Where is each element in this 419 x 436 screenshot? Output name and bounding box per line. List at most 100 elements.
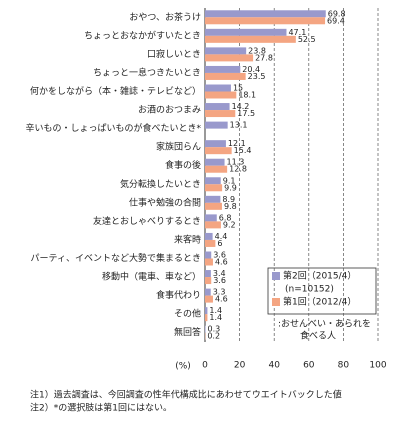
y-tick-label: 何かをしながら（本・雑誌・テレビなど） <box>30 85 201 97</box>
value-label: 9.2 <box>223 220 236 229</box>
bar <box>205 277 212 285</box>
x-tick-label: 0 <box>202 361 208 371</box>
value-label: 13.1 <box>230 121 248 130</box>
bar <box>205 270 211 278</box>
value-label: 3.6 <box>213 251 226 260</box>
legend-box <box>267 267 377 315</box>
bar <box>205 140 226 148</box>
bar <box>205 184 223 192</box>
y-tick-label: ちょっとおなかがすいたとき <box>84 29 201 41</box>
bar <box>205 202 222 210</box>
bar <box>205 221 221 229</box>
y-tick-label: 気分転換したいとき <box>120 178 201 190</box>
y-tick-label: 友達とおしゃべりするとき <box>93 215 201 227</box>
bar <box>205 307 208 315</box>
x-tick-label: 80 <box>338 361 350 371</box>
value-label: 18.1 <box>238 91 256 100</box>
bar <box>205 103 230 111</box>
bar <box>205 195 221 203</box>
value-label: 11.3 <box>227 158 245 167</box>
bar <box>205 54 254 62</box>
value-label: 4.6 <box>215 258 228 267</box>
value-label: 6 <box>217 239 222 248</box>
value-label: 6.8 <box>219 213 232 222</box>
bar <box>205 177 221 185</box>
bar <box>205 158 225 166</box>
value-label: 8.9 <box>222 195 235 204</box>
bar <box>205 65 241 73</box>
value-label: 4.6 <box>215 295 228 304</box>
x-axis-label: (%) <box>175 362 191 372</box>
value-label: 15.4 <box>234 146 252 155</box>
legend-note: (n=10152) <box>285 285 334 295</box>
bar <box>205 295 213 303</box>
bar <box>205 47 247 55</box>
y-tick-label: 仕事や勉強の合間 <box>129 196 201 208</box>
value-label: 12.1 <box>228 139 246 148</box>
bar <box>205 239 216 247</box>
footnote: 注2）*の選択肢は第1回にはない。 <box>30 402 172 414</box>
y-tick-label: 辛いもの・しょっぱいものが食べたいとき* <box>25 122 201 134</box>
bar <box>205 91 237 99</box>
value-label: 0.3 <box>208 325 221 334</box>
value-label: 27.8 <box>255 53 273 62</box>
y-tick-label: お酒のおつまみ <box>138 105 201 116</box>
value-label: 3.4 <box>213 269 226 278</box>
x-tick-label: 20 <box>234 361 246 371</box>
bar <box>205 72 246 80</box>
x-tick-label: 60 <box>303 361 315 371</box>
value-label: 52.5 <box>298 35 316 44</box>
y-tick-label: 口寂しいとき <box>147 48 201 60</box>
value-label: 4.4 <box>215 232 228 241</box>
value-label: 1.4 <box>209 313 222 322</box>
value-label: 3.6 <box>213 276 226 285</box>
value-label: 20.4 <box>242 65 260 74</box>
value-label: 9.8 <box>224 202 237 211</box>
value-label: 69.4 <box>327 16 345 25</box>
value-label: 15 <box>233 84 243 93</box>
y-tick-label: 移動中（電車、車など） <box>102 271 201 283</box>
value-label: 17.5 <box>237 109 255 118</box>
legend-swatch <box>272 298 280 306</box>
bar <box>205 258 213 266</box>
bar <box>205 232 213 240</box>
y-tick-label: 来客時 <box>174 233 201 245</box>
legend-label: 第2回（2015/4） <box>283 270 356 282</box>
bar <box>205 251 212 259</box>
y-tick-label: おやつ、お茶うけ <box>129 11 201 23</box>
y-tick-label: ちょっと一息つきたいとき <box>93 66 201 78</box>
value-label: 3.3 <box>213 288 226 297</box>
y-tick-label: 家族団らん <box>156 141 201 153</box>
x-tick-label: 40 <box>268 361 280 371</box>
bar <box>205 165 228 173</box>
value-label: 12.8 <box>229 165 247 174</box>
value-label: 23.8 <box>248 46 266 55</box>
y-tick-label: 無回答 <box>174 326 201 338</box>
value-label: 23.5 <box>248 72 266 81</box>
footnote: 注1）過去調査は、今回調査の性年代構成比にあわせてウエイトバックした値 <box>30 389 342 401</box>
bar <box>205 84 231 92</box>
annotation: 食べる人 <box>300 330 336 342</box>
value-label: 69.8 <box>328 9 346 18</box>
y-tick-label: パーティ、イベントなど大勢で集まるとき <box>31 252 201 264</box>
legend-swatch <box>272 272 280 280</box>
bar <box>205 214 217 222</box>
y-tick-label: 食事代わり <box>156 289 201 301</box>
bar <box>205 35 296 43</box>
x-tick-label: 100 <box>369 361 386 371</box>
bar <box>205 314 208 322</box>
y-tick-label: その他 <box>174 308 201 320</box>
value-label: 1.4 <box>209 306 222 315</box>
value-label: 0.2 <box>207 332 220 341</box>
bar <box>205 121 228 129</box>
bar <box>205 288 211 296</box>
bar <box>205 110 236 118</box>
bar <box>205 17 326 25</box>
value-label: 9.1 <box>223 176 236 185</box>
value-label: 9.9 <box>224 183 237 192</box>
y-tick-label: 食事の後 <box>165 159 201 171</box>
bar <box>205 10 326 18</box>
annotation: :おせんべい・あられを <box>278 319 371 330</box>
bar <box>205 147 232 155</box>
